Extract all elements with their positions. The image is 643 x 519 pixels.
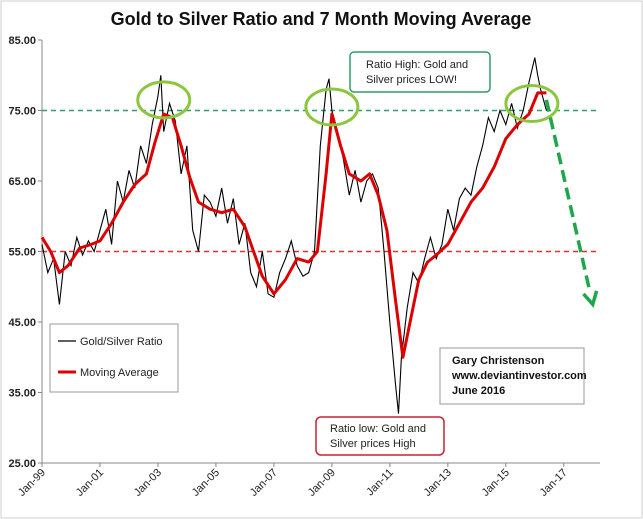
annotation-ratio-low: Ratio low: Gold and Silver prices High (315, 416, 445, 456)
y-tick-label: 65.00 (8, 176, 36, 188)
credit-website: www.deviantinvestor.com (451, 370, 587, 382)
y-tick-label: 35.00 (8, 388, 36, 400)
chart-title: Gold to Silver Ratio and 7 Month Moving … (111, 9, 532, 29)
arrow-shaft (544, 99, 592, 292)
y-tick-label: 25.00 (8, 458, 36, 470)
y-tick-label: 75.00 (8, 106, 36, 118)
y-tick-label: 55.00 (8, 247, 36, 259)
series-gold-silver-ratio-line (41, 57, 547, 414)
annotation-ratio-high-line2: Silver prices LOW! (366, 74, 457, 86)
peak-highlight-circles (136, 80, 560, 127)
y-tick-label: 85.00 (8, 35, 36, 47)
highlight-circle (136, 80, 192, 120)
credit-box: Gary Christenson www.deviantinvestor.com… (439, 347, 587, 405)
annotation-ratio-high-box (349, 51, 491, 93)
annotation-ratio-high: Ratio High: Gold and Silver prices LOW! (349, 51, 491, 93)
legend-label-gold-silver-ratio: Gold/Silver Ratio (80, 336, 163, 348)
highlight-circle (504, 83, 560, 123)
y-tick-label: 45.00 (8, 317, 36, 329)
highlight-circle (304, 87, 360, 127)
arrow-head (582, 290, 599, 308)
legend-frame (49, 323, 179, 393)
reference-lines (42, 109, 600, 253)
annotation-ratio-high-line1: Ratio High: Gold and (366, 59, 468, 71)
credit-box-frame (439, 347, 585, 405)
credit-date: June 2016 (452, 385, 505, 397)
annotation-ratio-low-line2: Silver prices High (330, 438, 416, 450)
legend-label-moving-average: Moving Average (80, 367, 159, 379)
credit-author: Gary Christenson (452, 355, 545, 367)
annotation-ratio-low-box (315, 416, 445, 456)
series-moving-average-line (40, 91, 547, 359)
y-axis-ticks: 25.00 35.00 45.00 55.00 65.00 75.00 85.00 (8, 35, 42, 470)
legend: Gold/Silver Ratio Moving Average (49, 323, 179, 393)
annotation-ratio-low-line1: Ratio low: Gold and (330, 423, 426, 435)
downtrend-arrow (544, 99, 599, 308)
